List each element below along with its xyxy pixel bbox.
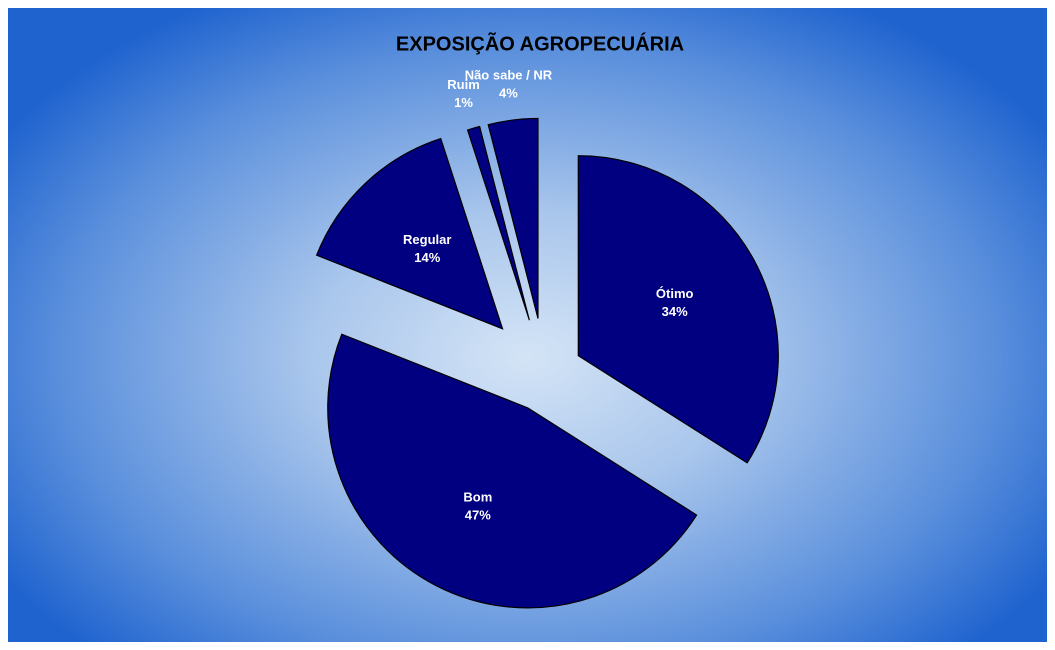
slice-label: Regular (403, 232, 451, 247)
slice-value-label: 34% (662, 304, 688, 319)
slice-label: Bom (463, 489, 492, 504)
pie-slice (315, 137, 504, 330)
slice-value-label: 14% (414, 250, 440, 265)
slice-label: Ruim (447, 77, 480, 92)
chart-title: EXPOSIÇÃO AGROPECUÁRIA (396, 32, 684, 55)
slice-value-label: 47% (465, 507, 491, 522)
slice-value-label: 1% (454, 95, 473, 110)
pie-slice (327, 333, 698, 609)
pie-slice (487, 117, 539, 319)
pie-slice (577, 155, 779, 464)
slice-value-label: 4% (499, 86, 518, 101)
slice-label: Não sabe / NR (465, 68, 553, 83)
pie-slice (466, 125, 530, 321)
slice-label: Ótimo (656, 286, 694, 301)
